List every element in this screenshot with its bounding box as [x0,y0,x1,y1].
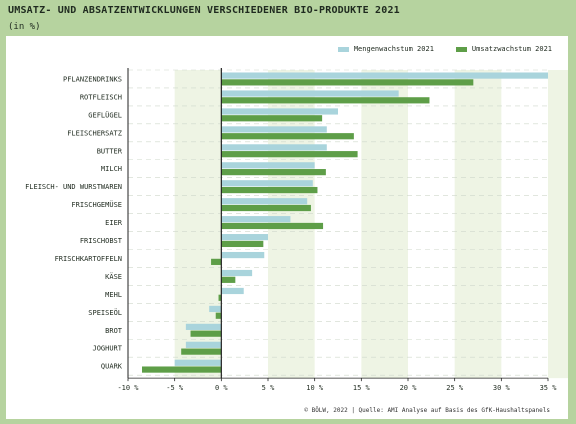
x-tick-label: 5 % [262,384,275,392]
x-tick-label: -10 % [117,384,139,392]
bar-mengen [221,126,327,133]
bar-umsatz [221,133,354,140]
category-label: GEFLÜGEL [88,110,122,119]
bar-mengen [221,198,308,205]
x-tick-label: 35 % [540,384,558,392]
grid-band [454,70,502,379]
bar-mengen [221,144,327,151]
legend-swatch-umsatz [455,46,467,52]
bar-umsatz [221,240,264,248]
bar-mengen [209,305,222,313]
category-label: KÄSE [105,272,122,281]
bar-mengen [185,341,222,348]
x-tick-label: -5 % [166,384,184,392]
category-label: BROT [105,327,123,335]
bar-mengen [221,234,268,241]
bar-umsatz [221,115,323,122]
grid-band [548,70,568,379]
category-label: SPEISEÖL [88,308,122,317]
bar-umsatz [190,330,222,337]
legend-item-mengen: Mengenwachstum 2021 [337,45,434,53]
source-note: © BÖLW, 2022 | Quelle: AMI Analyse auf B… [304,407,550,414]
legend: Mengenwachstum 2021 Umsatzwachstum 2021 [337,45,552,53]
category-label: EIER [105,219,123,227]
category-label: BUTTER [97,147,123,155]
x-tick-label: 20 % [400,384,418,392]
chart-title: UMSATZ- UND ABSATZENTWICKLUNGEN VERSCHIE… [8,5,400,16]
bar-mengen [185,323,222,330]
x-tick-label: 10 % [306,384,324,392]
category-label: FRISCHKARTOFFELN [55,255,122,263]
x-tick-label: 30 % [493,384,511,392]
bar-umsatz [221,79,474,86]
bar-umsatz [211,258,222,265]
bar-umsatz [221,204,311,212]
bar-umsatz [221,151,358,158]
x-tick-label: 15 % [353,384,371,392]
bar-umsatz [221,222,324,230]
category-label: JOGHURT [92,345,122,353]
bar-mengen [221,287,244,295]
bar-mengen [221,180,313,187]
bar-mengen [221,251,265,259]
category-label: FLEISCHERSATZ [67,129,122,137]
legend-swatch-mengen [337,46,349,52]
bar-umsatz [221,276,236,283]
legend-item-umsatz: Umsatzwachstum 2021 [455,45,552,53]
category-label: MEHL [105,291,122,299]
category-label: QUARK [101,363,123,371]
bar-mengen [174,359,222,366]
legend-label-mengen: Mengenwachstum 2021 [353,45,434,53]
bar-mengen [221,72,549,79]
bar-umsatz [221,186,318,194]
category-label: FRISCHGEMÜSE [71,200,122,209]
bar-umsatz [181,348,222,355]
chart-subtitle: (in %) [8,22,41,32]
category-label: FLEISCH- UND WURSTWAREN [25,183,122,191]
x-tick-label: 25 % [446,384,464,392]
bar-mengen [221,108,338,115]
bar-mengen [221,162,315,169]
category-label: ROTFLEISCH [80,93,122,101]
bar-mengen [221,216,291,223]
category-label: MILCH [101,165,122,173]
chart-panel: Mengenwachstum 2021 Umsatzwachstum 2021 … [6,36,568,419]
grid-band [361,70,408,379]
bar-chart: PFLANZENDRINKS ROTFLEISCH GEFLÜGEL FLEISCHE… [25,68,568,392]
bar-umsatz [142,366,222,373]
bar-umsatz [215,312,222,319]
bar-mengen [221,269,253,277]
x-tick-label: 0 % [215,384,228,392]
category-label: FRISCHOBST [80,237,123,245]
bar-umsatz [221,97,430,104]
category-label: PFLANZENDRINKS [63,75,122,83]
bar-mengen [221,90,399,97]
bar-umsatz [221,169,326,176]
bar-umsatz [218,294,222,301]
legend-label-umsatz: Umsatzwachstum 2021 [471,45,552,53]
